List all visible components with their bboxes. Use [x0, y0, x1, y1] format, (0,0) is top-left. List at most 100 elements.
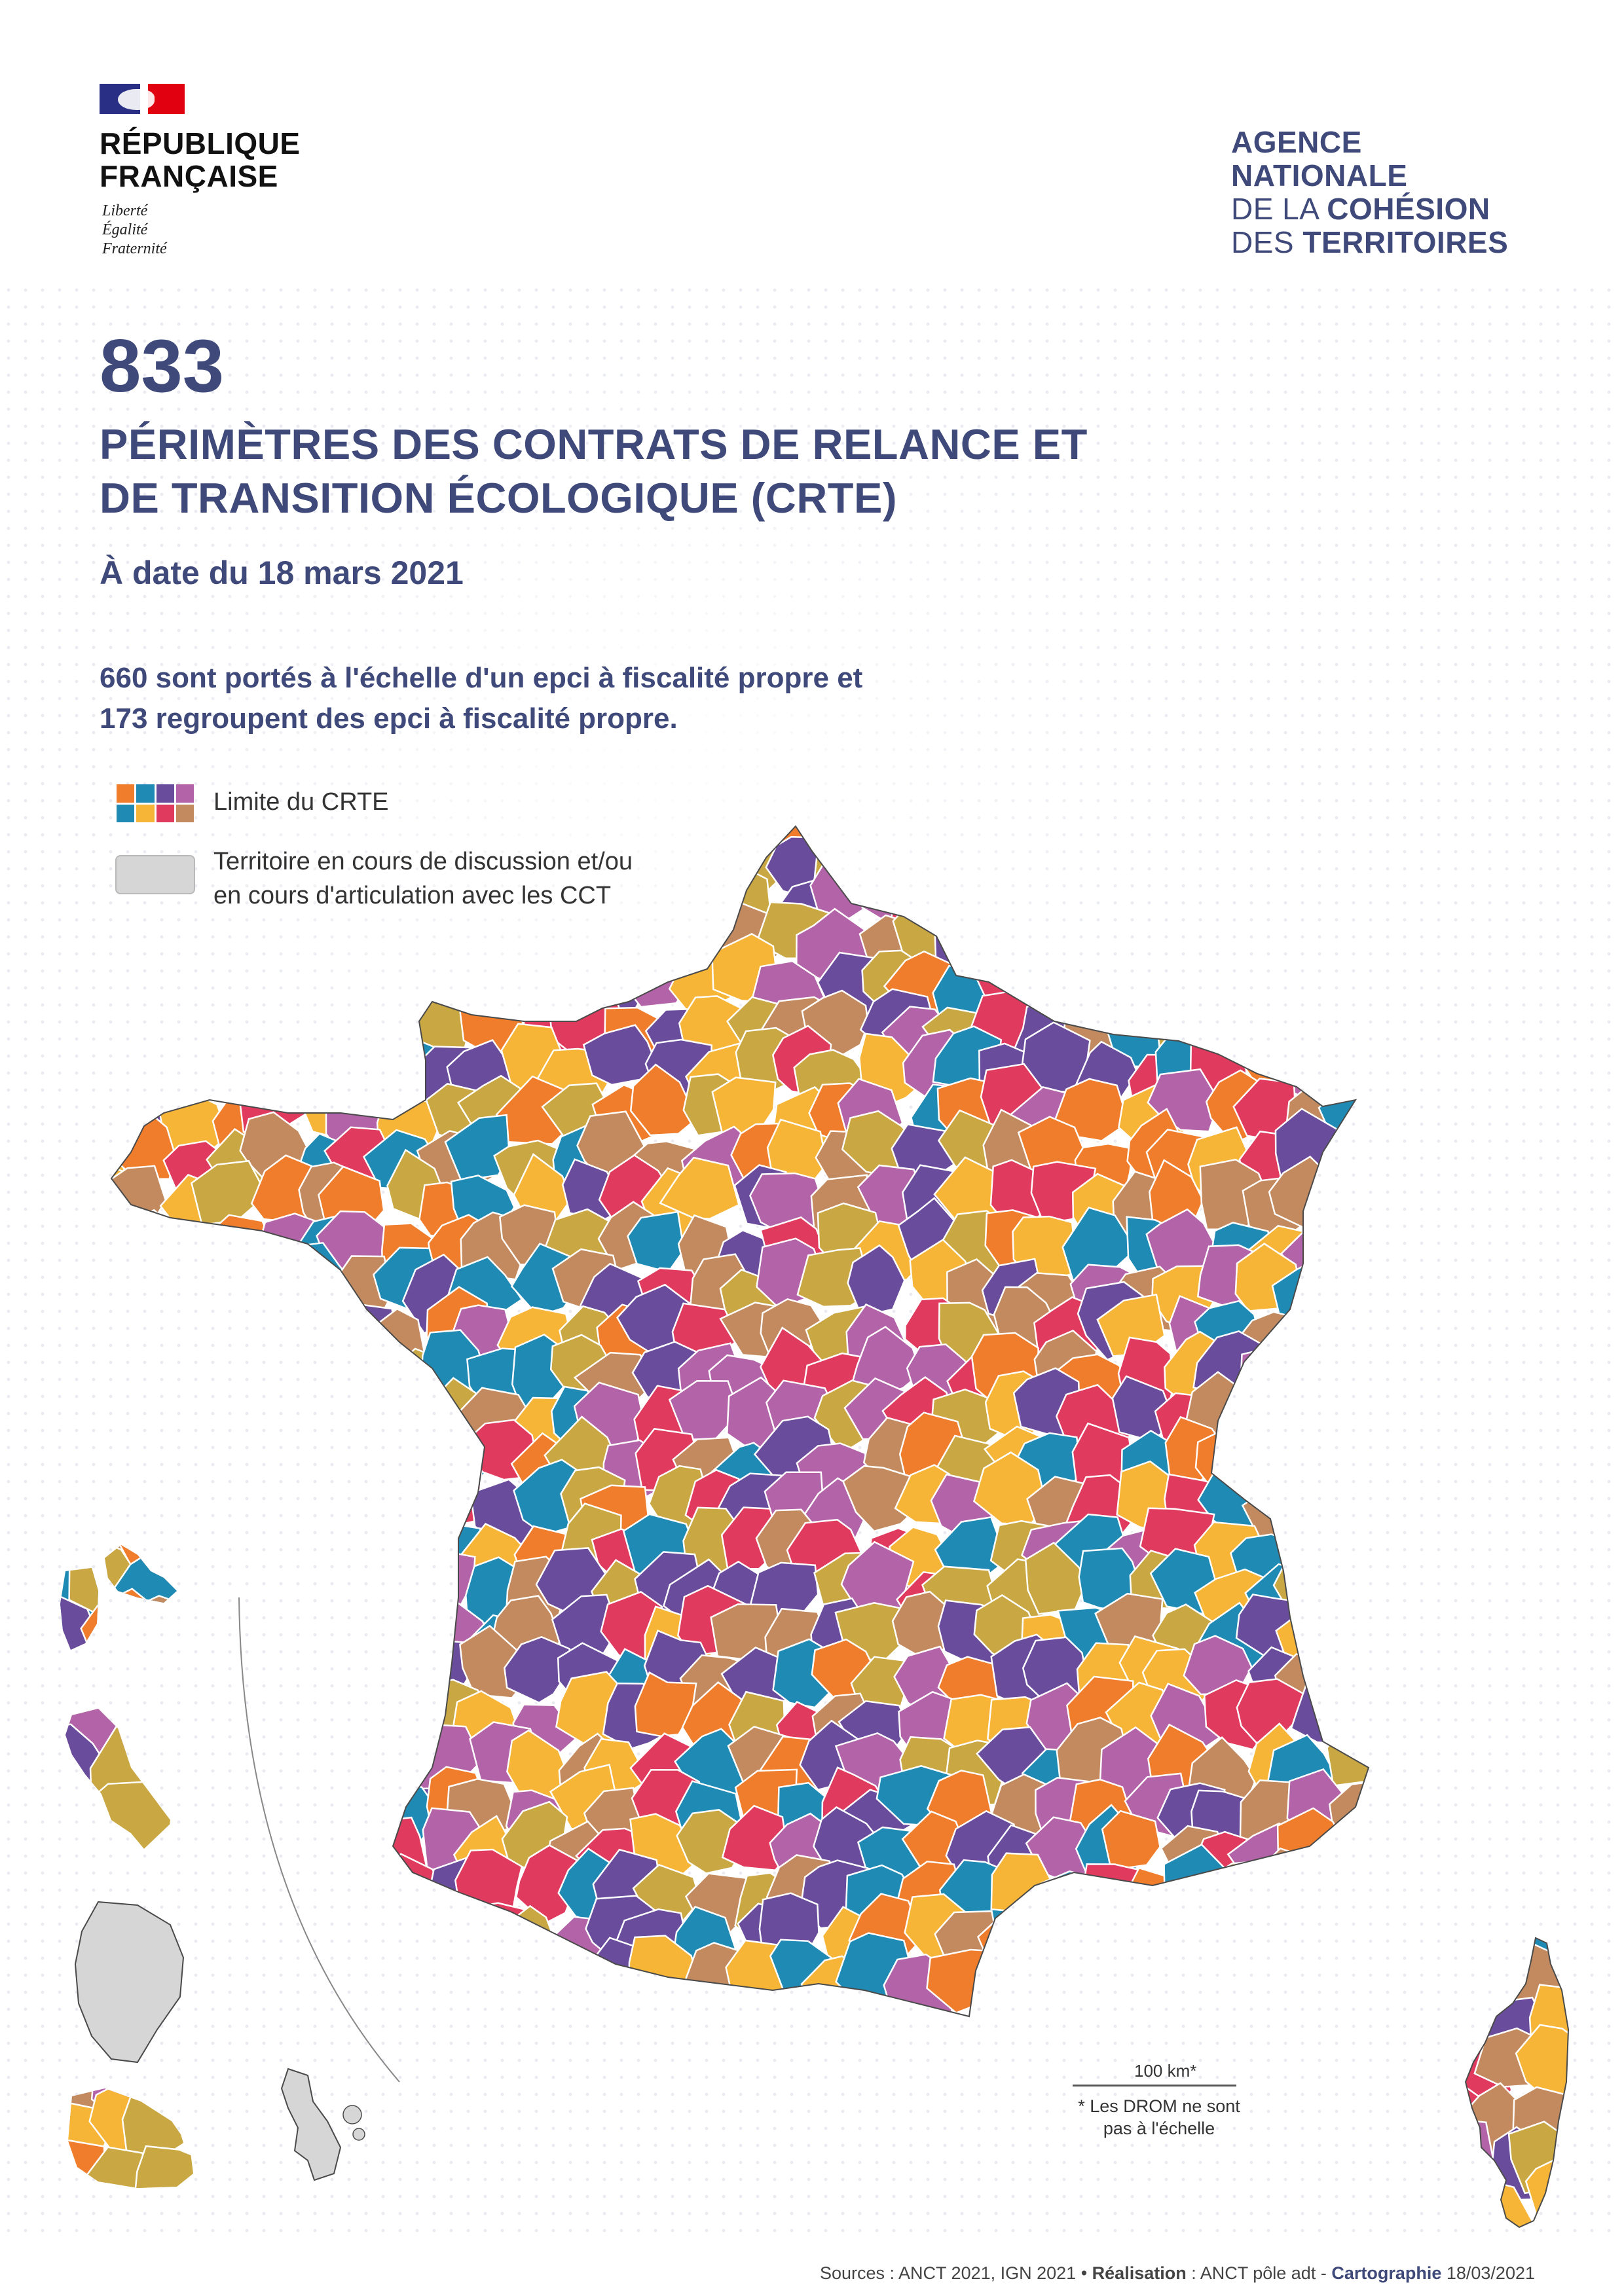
- crte-territory: [130, 938, 193, 1008]
- scale-bar: [1073, 2085, 1236, 2086]
- crte-territory: [372, 1510, 437, 1569]
- crte-territory: [688, 826, 750, 902]
- crte-territory: [111, 1043, 183, 1110]
- crte-territory: [299, 1419, 370, 1496]
- crte-territory: [206, 1377, 264, 1445]
- crte-territory: [475, 902, 544, 964]
- crte-territory: [322, 1614, 402, 1679]
- crte-territory: [1237, 1941, 1297, 2006]
- crte-territory: [338, 863, 406, 931]
- crte-territory: [235, 1694, 305, 1770]
- crte-territory: [1316, 1291, 1369, 1361]
- legend-crte-swatch: [117, 784, 194, 822]
- crte-territory: [642, 826, 712, 843]
- crte-territory: [1343, 1673, 1369, 1751]
- crte-territory: [1209, 996, 1279, 1062]
- crte-territory: [1227, 1438, 1299, 1502]
- crte-territory: [157, 1815, 238, 1883]
- motto-egalite: Égalité: [102, 221, 148, 238]
- crte-territory: [250, 1389, 326, 1465]
- crte-territory: [297, 910, 365, 986]
- crte-territory: [111, 1134, 126, 1208]
- crte-territory: [415, 826, 490, 885]
- crte-territory: [236, 1470, 299, 1536]
- crte-territory: [60, 1595, 103, 1650]
- crte-territory: [369, 826, 441, 842]
- crte-territory: [1255, 1847, 1327, 1918]
- crte-territory: [236, 1568, 315, 1635]
- summary-text: 660 sont portés à l'échelle d'un epci à …: [100, 658, 1147, 739]
- crte-territory: [1317, 999, 1369, 1069]
- crte-territory: [1203, 913, 1269, 977]
- crte-territory: [1323, 1261, 1369, 1334]
- crte-territory: [1515, 2024, 1568, 2102]
- crte-territory: [402, 1949, 474, 2016]
- crte-territory: [1287, 864, 1350, 920]
- crte-territory: [318, 1688, 384, 1753]
- legend-crte-label: Limite du CRTE: [213, 788, 389, 816]
- crte-territory: [205, 826, 280, 853]
- crte-territory: [381, 878, 459, 946]
- legend-swatch-cell: [136, 804, 155, 822]
- crte-territory: [974, 924, 1043, 984]
- crte-territory: [198, 1658, 274, 1726]
- crte-territory: [1329, 1031, 1369, 1095]
- sources-footer: Sources : ANCT 2021, IGN 2021 • Réalisat…: [819, 2263, 1535, 2283]
- crte-territory: [1101, 1810, 1161, 1871]
- crte-territory: [1156, 1937, 1215, 2016]
- crte-territory: [1224, 1373, 1306, 1439]
- crte-territory: [428, 860, 493, 922]
- crte-territory: [621, 862, 699, 938]
- crte-territory: [659, 1156, 740, 1220]
- crte-territory: [294, 875, 365, 942]
- crte-territory: [363, 1440, 433, 1504]
- crte-territory: [286, 1520, 350, 1594]
- scale-label: 100 km*: [1134, 2061, 1197, 2081]
- crte-territory: [1197, 1901, 1266, 1965]
- crte-territory: [1122, 947, 1190, 1022]
- crte-territory: [112, 1346, 184, 1408]
- crte-territory: [1122, 826, 1185, 877]
- crte-territory: [253, 852, 321, 926]
- crte-territory: [124, 1595, 177, 1650]
- reunion-cells: [68, 2088, 193, 2188]
- crte-territory: [167, 913, 232, 986]
- crte-territory: [111, 1004, 175, 1078]
- crte-territory: [1318, 1599, 1369, 1660]
- crte-territory: [300, 1867, 368, 1929]
- crte-territory: [111, 1209, 181, 1276]
- crte-territory: [1064, 1891, 1139, 1970]
- crte-territory: [207, 1443, 276, 1502]
- crte-territory: [1336, 1649, 1369, 1716]
- crte-territory: [1281, 1304, 1341, 1369]
- crte-territory: [111, 1243, 134, 1312]
- crte-territory: [86, 1780, 170, 1853]
- crte-territory: [151, 1601, 223, 1669]
- crte-territory: [1228, 914, 1291, 975]
- crte-territory: [123, 1650, 189, 1722]
- crte-territory: [268, 1475, 349, 1544]
- crte-territory: [489, 895, 567, 970]
- crte-territory: [248, 1908, 315, 1969]
- crte-territory: [170, 1564, 240, 1637]
- crte-territory: [1311, 1504, 1369, 1580]
- crte-territory: [147, 1728, 221, 1793]
- legend-swatch-cell: [156, 784, 174, 803]
- crte-territory: [371, 1905, 443, 1980]
- crte-territory: [1292, 1943, 1366, 2016]
- crte-territory: [1143, 826, 1219, 848]
- crte-territory: [331, 955, 394, 1022]
- crte-territory: [1337, 1554, 1369, 1616]
- crte-territory: [1251, 1912, 1310, 1975]
- crte-territory: [208, 1514, 288, 1586]
- crte-territory: [582, 1024, 658, 1086]
- crte-territory: [1299, 1520, 1369, 1589]
- crte-territory: [1330, 1195, 1369, 1274]
- crte-territory: [797, 826, 875, 838]
- crte-territory: [215, 1898, 281, 1961]
- crte-territory: [339, 1397, 409, 1463]
- crte-territory: [236, 1964, 306, 2016]
- sources-value: : ANCT 2021, IGN 2021: [885, 2263, 1081, 2283]
- crte-territory: [111, 861, 134, 930]
- crte-territory: [1145, 951, 1220, 1011]
